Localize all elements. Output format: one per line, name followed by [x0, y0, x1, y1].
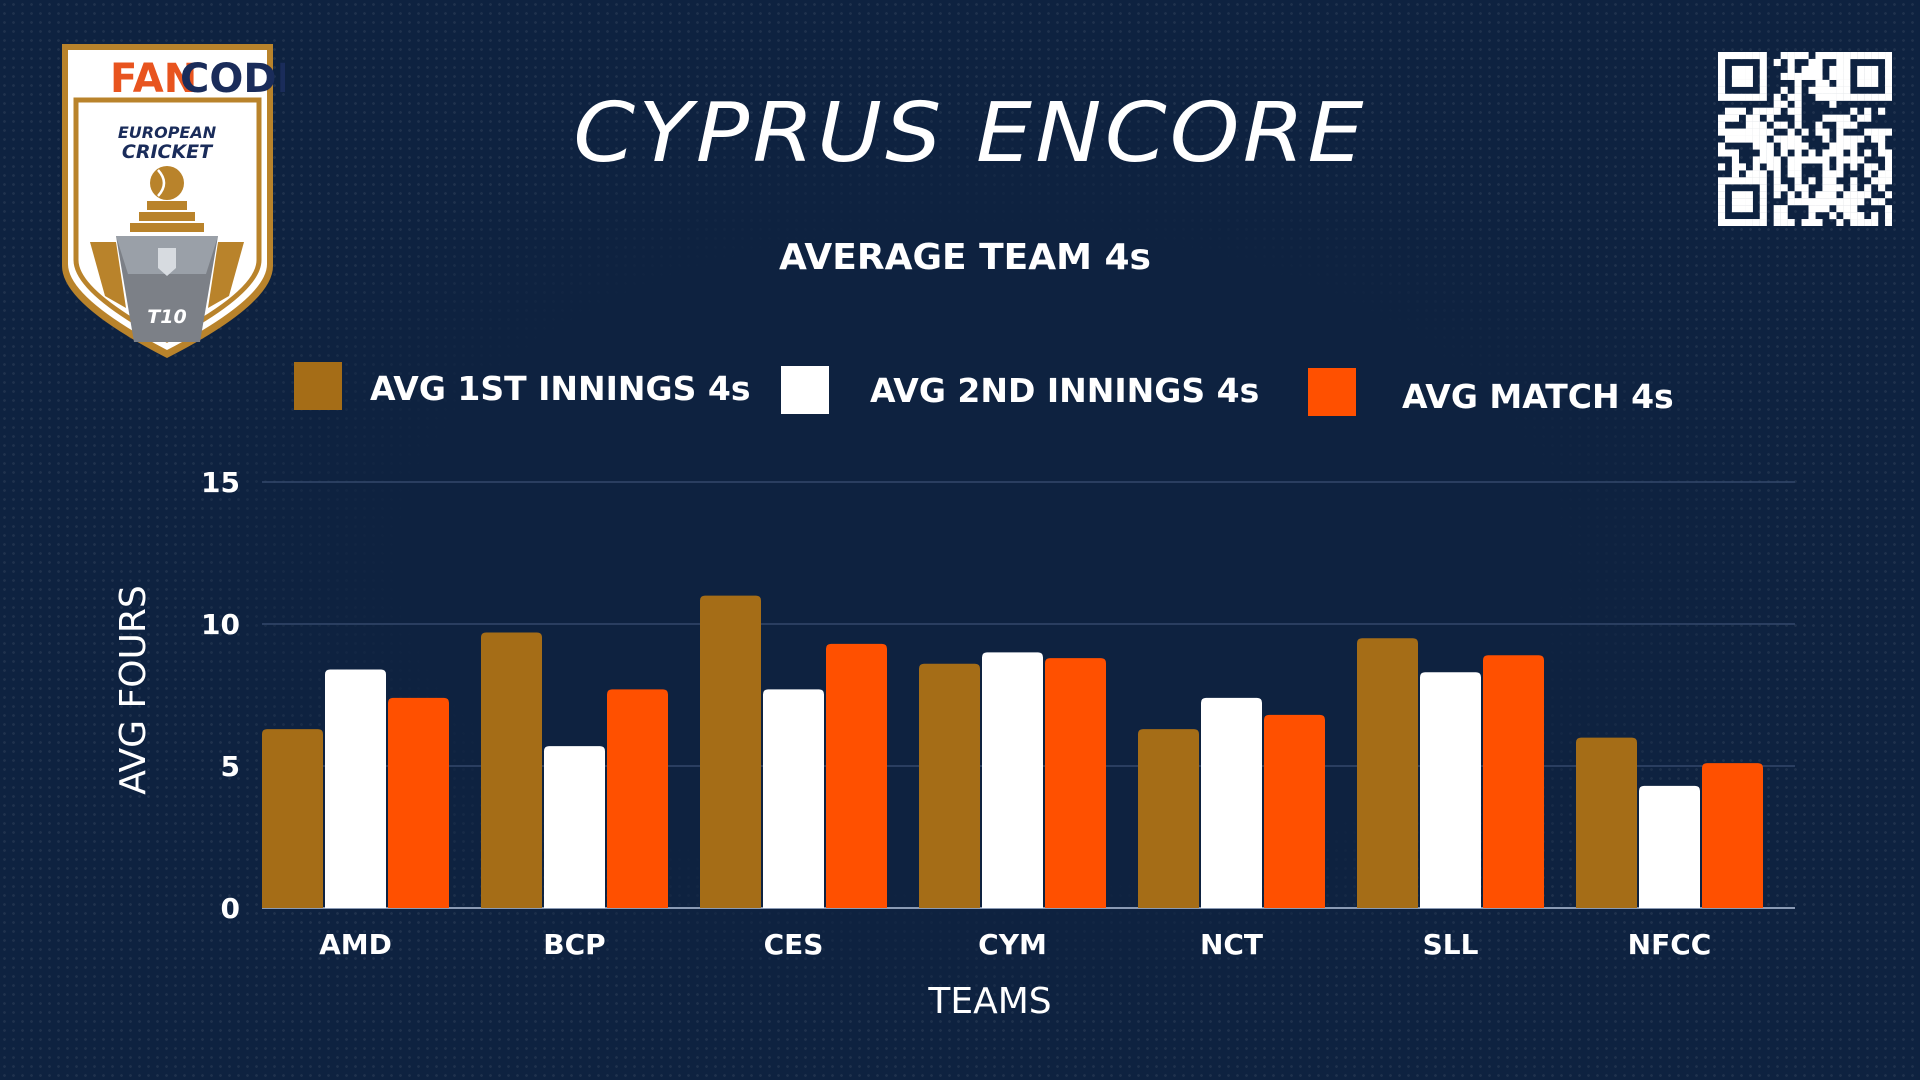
bar-ces-series-1	[700, 595, 761, 908]
bar-amd-series-2	[325, 669, 386, 908]
bar-sll-series-1	[1357, 638, 1418, 908]
bar-cym-series-1	[919, 663, 980, 908]
bar-bcp-series-2	[544, 746, 605, 908]
bar-cym-series-3	[1045, 658, 1106, 908]
x-tick-label: SLL	[1423, 928, 1479, 961]
page-title: CYPRUS ENCORE	[573, 86, 1367, 181]
bar-nfcc-series-2	[1639, 785, 1700, 908]
legend-swatch	[781, 366, 829, 414]
y-tick-label: 10	[201, 608, 240, 641]
bar-nfcc-series-3	[1702, 763, 1763, 908]
legend-swatch	[1308, 368, 1356, 416]
axes: AVG FOURS TEAMS 0 5 10 15 AMD BCP CES CYM NCT SLL…	[113, 466, 1711, 1022]
logo-line2: CRICKET	[122, 141, 214, 163]
y-tick-label: 0	[221, 892, 240, 925]
bar-nct-series-1	[1138, 729, 1199, 908]
x-tick-label: CYM	[978, 928, 1047, 961]
x-tick-label: NFCC	[1628, 928, 1712, 961]
bar-nct-series-2	[1201, 697, 1262, 908]
cricket-ball-icon	[150, 166, 184, 200]
bar-nfcc-series-1	[1576, 737, 1637, 908]
bar-nct-series-3	[1264, 714, 1325, 908]
y-axis-title: AVG FOURS	[113, 585, 154, 795]
legend-swatch	[294, 362, 342, 410]
bar-ces-series-3	[826, 643, 887, 908]
bars	[262, 595, 1763, 908]
x-axis-title: TEAMS	[927, 981, 1051, 1022]
y-tick-label: 15	[201, 466, 240, 499]
x-tick-label: NCT	[1200, 928, 1263, 961]
bar-sll-series-2	[1420, 672, 1481, 908]
legend: AVG 1ST INNINGS 4s AVG 2ND INNINGS 4s AVG …	[294, 362, 1674, 416]
chart-title: AVERAGE TEAM 4s	[779, 237, 1151, 278]
x-tick-label: AMD	[319, 928, 392, 961]
bar-bcp-series-3	[607, 689, 668, 908]
logo-brand-left: FAN	[110, 56, 197, 102]
logo-line1: EUROPEAN	[118, 123, 217, 142]
shield-icon	[158, 248, 176, 276]
bar-bcp-series-1	[481, 632, 542, 908]
x-tick-label: BCP	[543, 928, 605, 961]
qr-code-icon	[1718, 52, 1892, 226]
logo-badge: T10	[147, 306, 186, 328]
bar-cym-series-2	[982, 652, 1043, 908]
y-tick-label: 5	[221, 750, 240, 783]
x-tick-label: CES	[764, 928, 824, 961]
bar-amd-series-1	[262, 729, 323, 908]
bar-amd-series-3	[388, 697, 449, 908]
bar-ces-series-2	[763, 689, 824, 908]
bar-sll-series-3	[1483, 655, 1544, 908]
legend-label: AVG 2ND INNINGS 4s	[870, 371, 1259, 410]
legend-label: AVG 1ST INNINGS 4s	[370, 369, 751, 408]
legend-label: AVG MATCH 4s	[1402, 377, 1674, 416]
